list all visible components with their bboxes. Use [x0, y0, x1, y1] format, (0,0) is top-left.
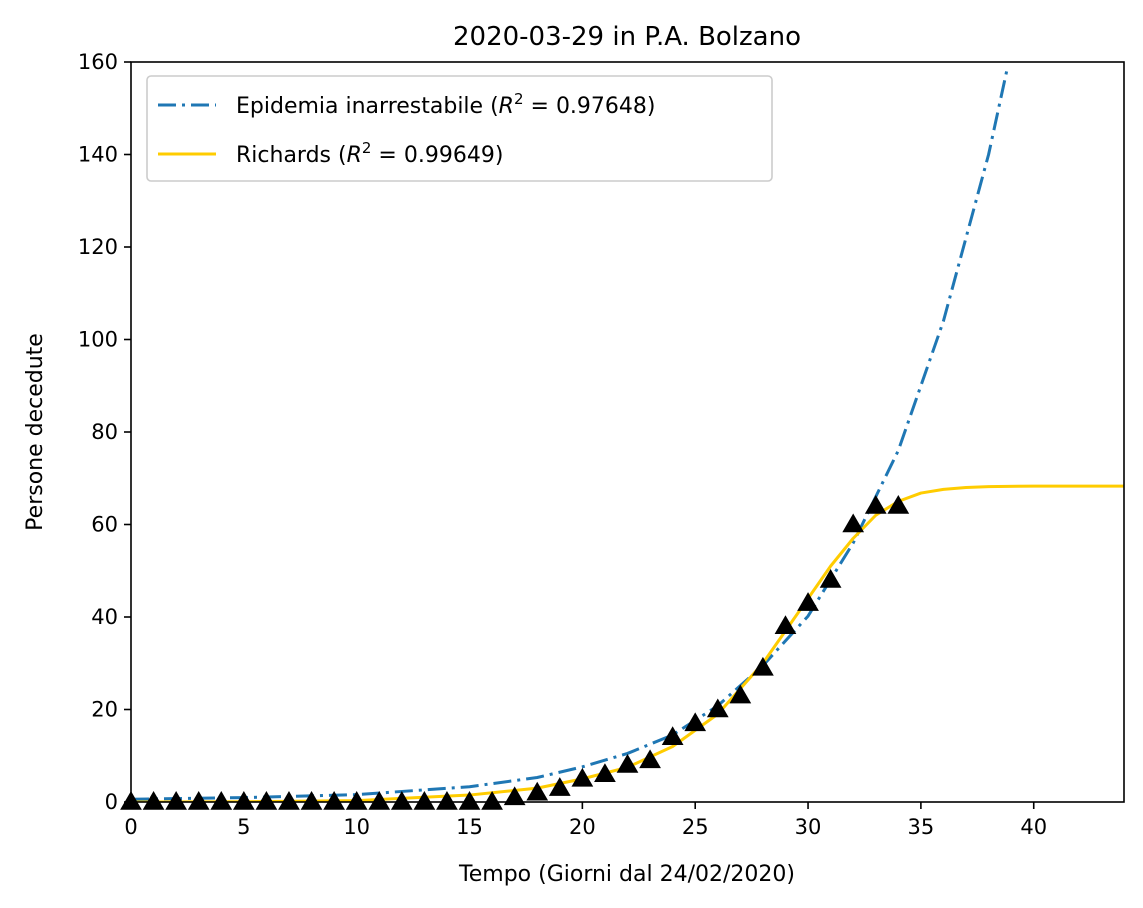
data-point: [887, 495, 910, 514]
data-point: [345, 791, 368, 810]
x-tick-label: 40: [1020, 815, 1047, 839]
data-point: [278, 791, 300, 810]
x-tick-label: 35: [908, 815, 935, 839]
chart-title: 2020-03-29 in P.A. Bolzano: [453, 22, 801, 52]
data-point: [729, 684, 752, 704]
data-point: [594, 763, 616, 782]
x-tick-label: 20: [569, 815, 596, 839]
data-point: [752, 656, 774, 676]
y-tick-label: 40: [91, 605, 118, 629]
data-point: [300, 791, 323, 810]
data-point: [323, 791, 345, 810]
x-tick-label: 15: [456, 815, 483, 839]
y-axis-ticks: 0 20 40 60 80 100 120 140 160: [78, 50, 131, 814]
y-tick-label: 20: [91, 698, 118, 722]
data-point: [797, 592, 819, 611]
data-point: [165, 791, 188, 810]
data-point: [526, 781, 549, 801]
data-point: [458, 791, 481, 810]
data-point: [187, 791, 210, 810]
data-point: [503, 786, 526, 806]
data-point: [774, 615, 797, 634]
y-tick-label: 140: [78, 143, 118, 167]
data-point: [413, 791, 436, 810]
legend: Epidemia inarrestabile (R2 = 0.97648) Ri…: [146, 75, 773, 182]
y-tick-label: 120: [78, 235, 118, 259]
data-point: [210, 791, 233, 810]
data-point: [368, 791, 391, 810]
data-point: [436, 791, 458, 810]
x-tick-label: 25: [682, 815, 709, 839]
data-point: [232, 791, 255, 810]
data-point: [842, 513, 865, 533]
data-point: [864, 495, 887, 514]
data-point: [481, 791, 503, 810]
legend-box: [146, 75, 773, 182]
x-tick-label: 5: [237, 815, 250, 839]
data-point: [819, 569, 842, 588]
data-point: [548, 777, 571, 796]
legend-entry-epidemia: Epidemia inarrestabile (R2 = 0.97648): [236, 90, 656, 119]
x-tick-label: 30: [795, 815, 822, 839]
series-line-1: [131, 484, 1124, 802]
data-point: [684, 712, 707, 732]
y-axis-label: Persone decedute: [23, 333, 48, 531]
y-tick-label: 60: [91, 513, 118, 537]
data-point: [616, 754, 639, 773]
data-point: [255, 791, 278, 810]
x-axis-label: Tempo (Giorni dal 24/02/2020): [458, 862, 795, 887]
x-axis-ticks: 0 5 10 15 20 25 30 35 40: [124, 802, 1047, 839]
data-point: [639, 749, 661, 769]
data-point: [706, 698, 729, 718]
data-point: [571, 767, 594, 787]
data-point: [390, 791, 413, 810]
y-tick-label: 0: [105, 790, 118, 814]
x-tick-label: 0: [124, 815, 137, 839]
data-point: [661, 726, 684, 745]
legend-entry-richards: Richards (R2 = 0.99649): [236, 139, 503, 168]
y-tick-label: 80: [91, 420, 118, 444]
y-tick-label: 160: [78, 50, 118, 74]
y-tick-label: 100: [78, 328, 118, 352]
x-tick-label: 10: [343, 815, 370, 839]
data-point: [142, 791, 165, 810]
